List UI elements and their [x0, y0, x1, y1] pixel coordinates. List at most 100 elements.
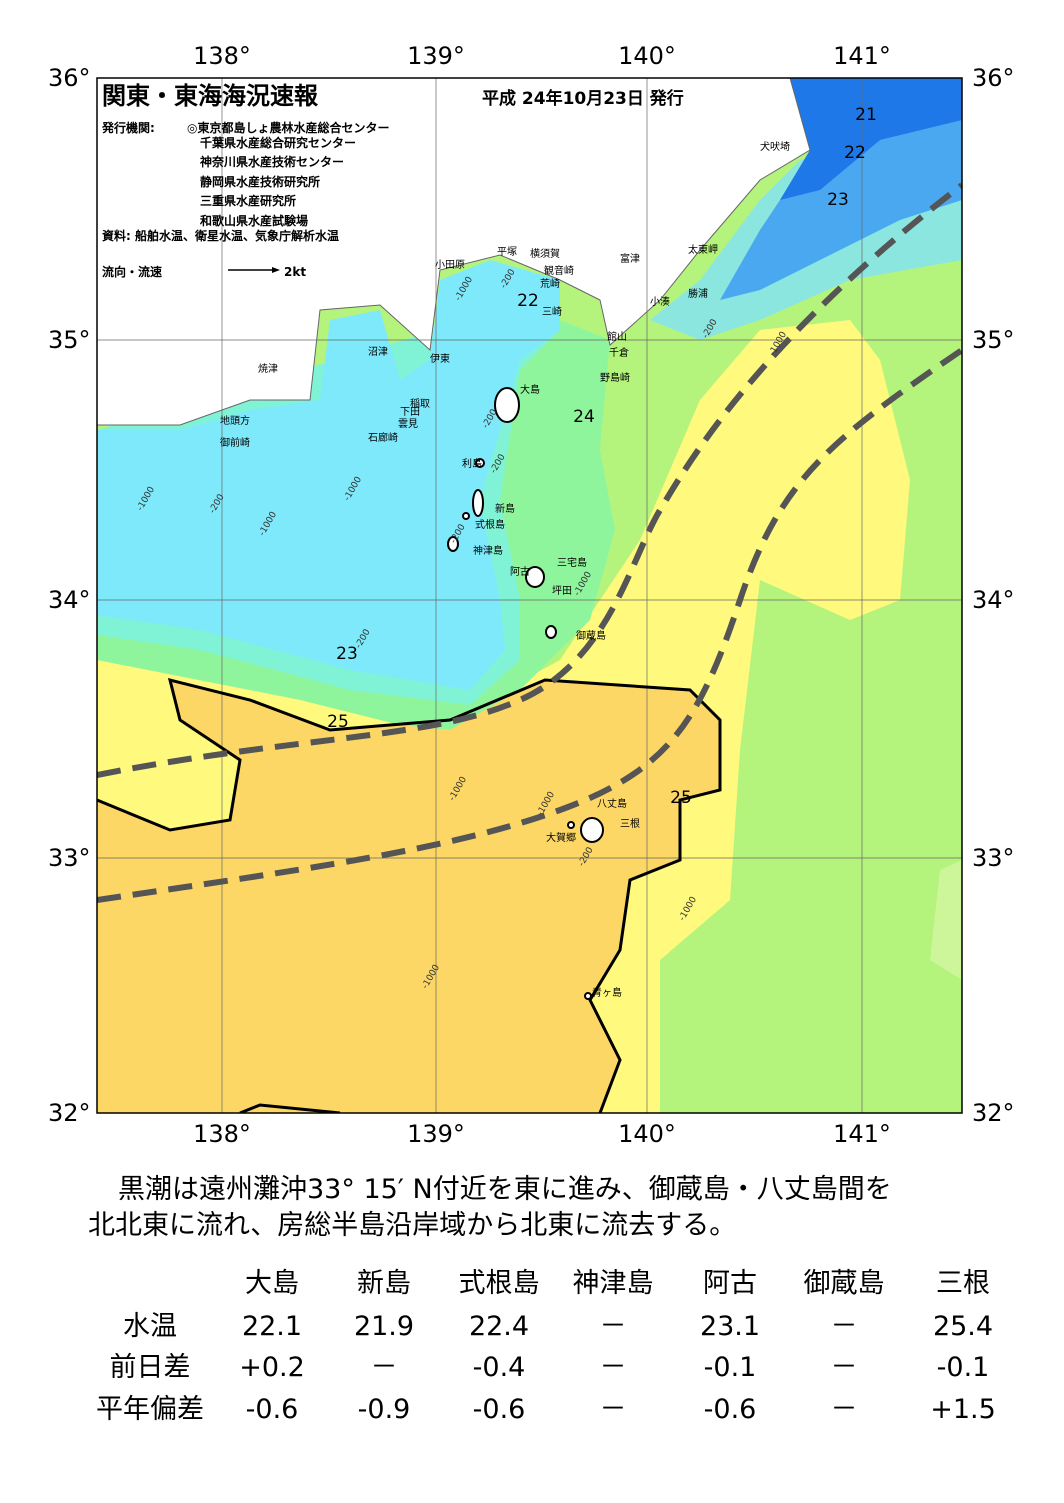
lat-label: 34°: [972, 586, 1015, 614]
title: 関東・東海海況速報: [102, 82, 319, 110]
table-cell: 23.1: [700, 1311, 760, 1342]
place-name: 小湊: [650, 295, 670, 308]
place-name: 御蔵島: [576, 629, 606, 642]
issuer: 千葉県水産総合研究センター: [200, 135, 356, 150]
place-name: 地頭方: [220, 414, 250, 427]
place-name: 野島崎: [600, 371, 630, 384]
isotherm-label: 22: [844, 143, 866, 163]
lat-label: 34°: [48, 586, 91, 614]
table-cell: +1.5: [930, 1394, 996, 1425]
place-name: 平塚: [497, 246, 517, 258]
place-name: 千倉: [609, 346, 629, 359]
issuer: 神奈川県水産技術センター: [200, 154, 344, 169]
place-name: 犬吠埼: [760, 140, 790, 153]
issuer-label: 発行機関:: [101, 120, 155, 135]
place-name: 坪田: [552, 584, 572, 597]
place-name: 観音崎: [544, 264, 574, 277]
isotherm-label: 23: [827, 190, 849, 210]
table-cell: 22.1: [242, 1311, 302, 1342]
map-body: [97, 78, 962, 1113]
column-header: 三根: [936, 1268, 990, 1299]
column-header: 御蔵島: [804, 1268, 885, 1299]
data-source: 資料: 船舶水温、衛星水温、気象庁解析水温: [102, 228, 339, 243]
table-cell: 25.4: [933, 1311, 993, 1342]
legend-label: 流向・流速: [102, 264, 162, 279]
issuer: 静岡県水産技術研究所: [200, 174, 320, 189]
isotherm-label: 25: [327, 712, 349, 732]
lat-label: 33°: [972, 844, 1015, 872]
lon-label: 138°: [193, 42, 251, 70]
lat-label: 32°: [972, 1099, 1015, 1127]
lon-label: 141°: [833, 42, 891, 70]
isotherm-label: 21: [855, 105, 877, 125]
isotherm-label: 25: [670, 788, 692, 808]
isotherm-label: 24: [573, 407, 595, 427]
column-header: 式根島: [459, 1268, 540, 1299]
place-name: 大島: [520, 383, 540, 396]
issuer: 和歌山県水産試験場: [199, 213, 308, 228]
table-cell: +0.2: [239, 1352, 305, 1383]
place-name: 大賀郷: [546, 831, 576, 844]
table-cell: 21.9: [354, 1311, 414, 1342]
column-header: 大島: [245, 1268, 299, 1299]
row-label: 水温: [123, 1311, 177, 1342]
lat-label: 33°: [48, 844, 91, 872]
table-cell: －: [831, 1394, 858, 1425]
place-name: 沼津: [368, 345, 388, 358]
place-name: 館山: [607, 330, 627, 343]
row-label: 前日差: [110, 1352, 191, 1383]
place-name: 太東岬: [688, 243, 718, 256]
lon-label: 138°: [193, 1120, 251, 1148]
lon-label: 141°: [833, 1120, 891, 1148]
place-name: 荒崎: [540, 277, 560, 290]
issue-date: 平成 24年10月23日 発行: [482, 88, 684, 109]
table-cell: －: [600, 1352, 627, 1383]
legend-arrowhead: [272, 267, 280, 273]
map-frame: [96, 77, 963, 1114]
table-cell: -0.4: [473, 1352, 526, 1383]
lat-label: 32°: [48, 1099, 91, 1127]
table-cell: －: [831, 1311, 858, 1342]
table-cell: -0.9: [358, 1394, 411, 1425]
place-name: 下田: [400, 407, 420, 418]
issuer: 三重県水産研究所: [200, 193, 296, 208]
issuer: ◎東京都島しょ農林水産総合センター: [187, 120, 389, 135]
place-name: 勝浦: [688, 287, 708, 300]
table-cell: -0.6: [246, 1394, 299, 1425]
place-name: 三崎: [542, 305, 562, 318]
place-name: 利島: [462, 457, 482, 470]
column-header: 新島: [357, 1268, 411, 1299]
place-name: 御前崎: [220, 436, 250, 449]
place-name: 式根島: [475, 518, 505, 531]
column-header: 阿古: [703, 1268, 757, 1299]
lon-label: 139°: [407, 42, 465, 70]
place-name: 青ヶ島: [592, 986, 622, 999]
place-name: 阿古: [510, 565, 530, 578]
table-cell: －: [831, 1352, 858, 1383]
table-cell: －: [600, 1394, 627, 1425]
legend-unit: 2kt: [284, 265, 306, 279]
lat-label: 35°: [48, 326, 91, 354]
table-cell: -0.6: [704, 1394, 757, 1425]
place-name: 新島: [495, 502, 515, 515]
place-name: 伊東: [430, 352, 450, 365]
table-cell: -0.6: [473, 1394, 526, 1425]
place-name: 稲取: [410, 398, 430, 410]
table-cell: -0.1: [937, 1352, 990, 1383]
lat-label: 35°: [972, 326, 1015, 354]
place-name: 八丈島: [597, 797, 627, 810]
place-name: 三宅島: [557, 556, 587, 569]
place-name: 焼津: [258, 363, 278, 375]
place-name: 神津島: [473, 544, 503, 557]
grid: [97, 78, 962, 1113]
column-header: 神津島: [573, 1268, 654, 1299]
summary-line: 黒潮は遠州灘沖33° 15′ N付近を東に進み、御蔵島・八丈島間を: [118, 1174, 892, 1205]
lat-label: 36°: [48, 64, 91, 92]
table-cell: －: [371, 1352, 398, 1383]
place-name: 三根: [620, 817, 640, 830]
place-name: 石廊崎: [368, 431, 398, 444]
isotherm-label: 23: [336, 644, 358, 664]
table-cell: 22.4: [469, 1311, 529, 1342]
